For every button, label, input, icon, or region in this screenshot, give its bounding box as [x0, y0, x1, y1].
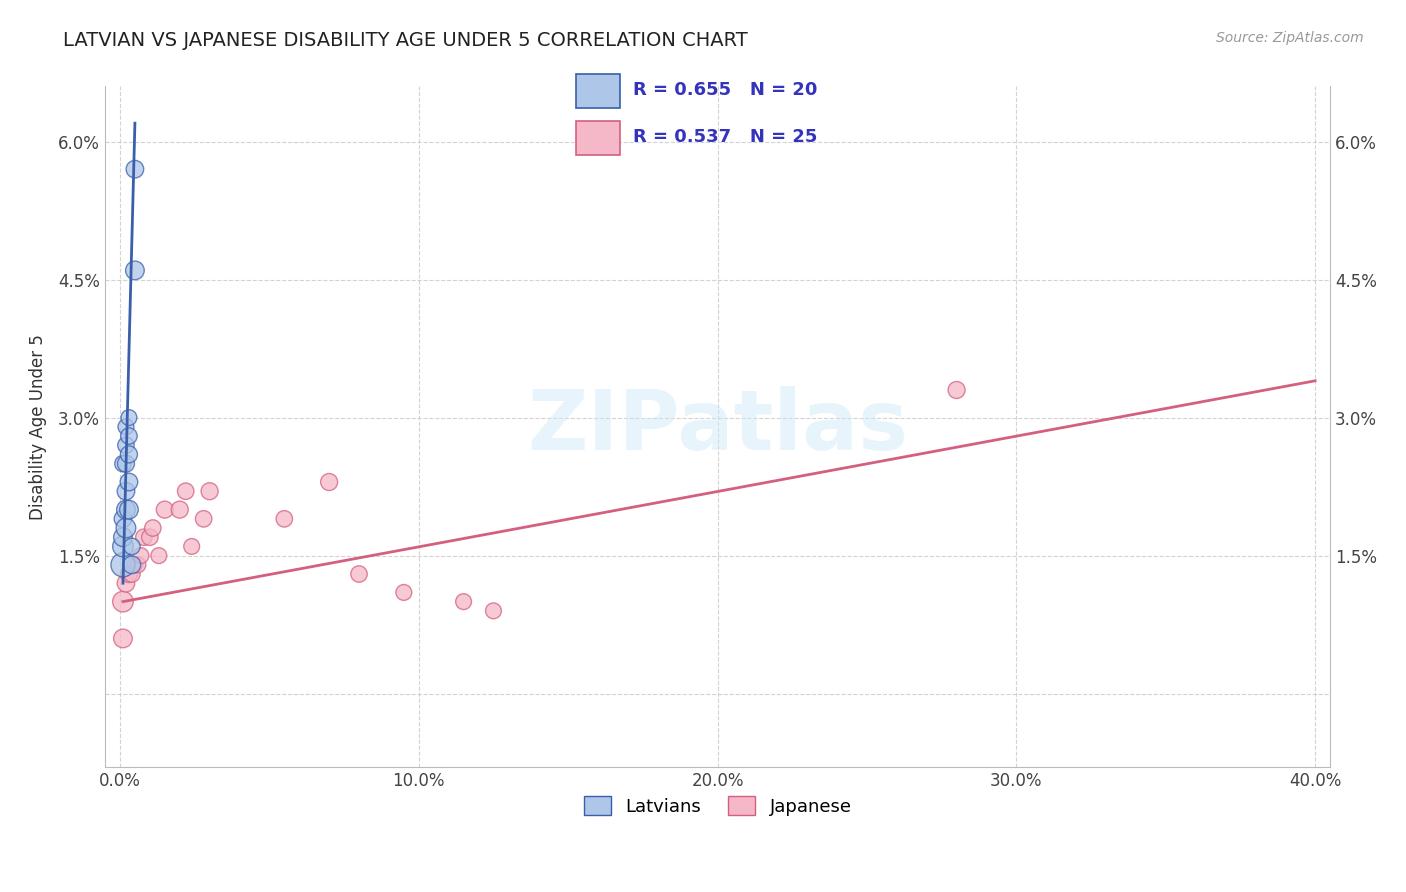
Point [118, 410, 141, 425]
Point [111, 594, 134, 608]
Point [273, 512, 295, 526]
Point [148, 549, 170, 563]
Point [115, 419, 138, 434]
Point [392, 585, 415, 599]
Text: R = 0.655   N = 20: R = 0.655 N = 20 [633, 81, 818, 99]
Point [347, 567, 370, 582]
Point [153, 502, 176, 516]
Point [129, 549, 152, 563]
Point [142, 521, 165, 535]
Point [193, 512, 215, 526]
Point [180, 540, 202, 554]
Point [118, 475, 141, 489]
Point [121, 567, 143, 582]
Point [115, 457, 138, 471]
Point [453, 594, 475, 608]
Point [945, 383, 967, 397]
Point [111, 457, 134, 471]
Point [111, 530, 134, 544]
Point [121, 558, 143, 572]
Point [118, 567, 141, 582]
Text: ZIPatlas: ZIPatlas [527, 386, 908, 467]
Y-axis label: Disability Age Under 5: Disability Age Under 5 [30, 334, 46, 520]
Point [118, 502, 141, 516]
Point [139, 530, 162, 544]
Point [318, 475, 340, 489]
Point [121, 540, 143, 554]
Point [115, 576, 138, 591]
Point [111, 540, 134, 554]
Text: R = 0.537   N = 25: R = 0.537 N = 25 [633, 128, 818, 146]
Point [115, 521, 138, 535]
Point [124, 558, 146, 572]
Point [111, 512, 134, 526]
Text: LATVIAN VS JAPANESE DISABILITY AGE UNDER 5 CORRELATION CHART: LATVIAN VS JAPANESE DISABILITY AGE UNDER… [63, 31, 748, 50]
Point [111, 632, 134, 646]
Point [127, 558, 149, 572]
Point [118, 447, 141, 461]
Legend: Latvians, Japanese: Latvians, Japanese [576, 789, 859, 823]
Point [115, 438, 138, 452]
Point [198, 484, 221, 499]
Text: Source: ZipAtlas.com: Source: ZipAtlas.com [1216, 31, 1364, 45]
Point [124, 263, 146, 277]
Point [169, 502, 191, 516]
Point [115, 502, 138, 516]
Point [115, 484, 138, 499]
Point [111, 558, 134, 572]
Point [132, 530, 155, 544]
FancyBboxPatch shape [576, 74, 620, 108]
FancyBboxPatch shape [576, 121, 620, 155]
Point [118, 429, 141, 443]
Point [482, 604, 505, 618]
Point [124, 162, 146, 177]
Point [174, 484, 197, 499]
